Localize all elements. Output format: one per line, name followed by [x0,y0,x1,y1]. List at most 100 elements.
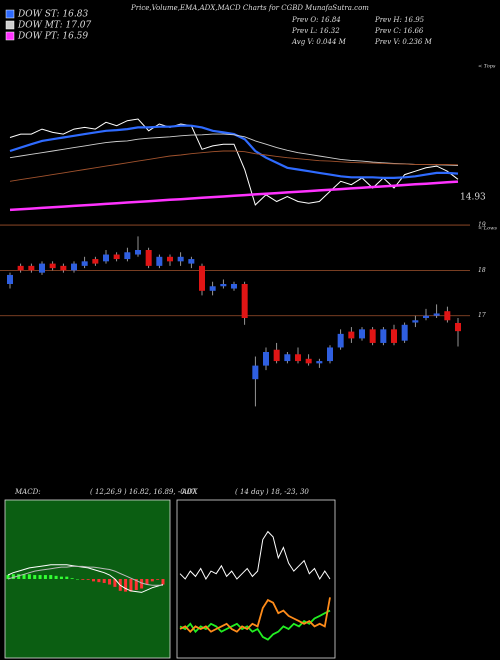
candle-body [113,254,120,260]
candle-body [135,250,141,255]
candle-body [81,261,88,266]
histogram-bar [92,579,96,582]
chart-title: Price,Volume,EMA,ADX,MACD Charts for CGB… [130,4,369,12]
candle-body [92,259,99,264]
y-tick-label: 18 [478,267,486,274]
adx-line [179,609,331,641]
candle-body [295,354,301,362]
histogram-bar [129,579,133,592]
histogram-bar [86,579,90,580]
candle-body [305,358,312,364]
prev-stat: Prev C: 16.66 [374,27,424,35]
prev-stat: Prev L: 16.32 [291,27,340,35]
candle-body [199,265,205,291]
candle-body [316,361,323,364]
histogram-bar [97,579,101,583]
candle-body [241,284,248,318]
candle-body [49,263,56,269]
candle-body [167,256,173,262]
prev-stat: Avg V: 0.044 M [291,38,347,46]
histogram-bar [150,579,154,582]
candle-body [273,349,280,362]
candle-body [28,265,35,271]
histogram-bar [49,575,53,579]
legend-swatch [5,9,15,19]
histogram-bar [38,575,42,579]
candle-body [359,329,365,339]
candle-body [17,265,24,271]
candle-body [433,313,440,316]
legend-label: DOW PT: 16.59 [17,32,88,42]
macd-line [7,564,164,593]
histogram-bar [102,579,106,583]
candle-body [391,329,397,343]
legend-label: DOW MT: 17.07 [17,21,92,31]
histogram-bar [75,579,79,580]
candle-body [220,284,227,287]
macd-title: MACD: [14,488,41,496]
candle-body [401,324,408,341]
histogram-bar [145,579,149,585]
prev-stat: Prev V: 0.236 M [374,38,433,46]
histogram-bar [11,574,15,579]
histogram-bar [22,574,26,579]
candle-body [348,331,355,339]
histogram-bar [65,576,69,579]
legend-label: DOW ST: 16.83 [17,10,88,20]
histogram-bar [43,575,47,579]
macd-subtitle: ( 12,26,9 ) 16.82, 16.89, -0.07 [90,488,196,496]
histogram-bar [59,576,63,579]
candle-body [412,320,419,323]
ema-line [9,124,459,179]
adx-subtitle: ( 14 day ) 18, -23, 30 [235,488,309,496]
y-tick-label: 17 [478,312,486,319]
adx-frame [176,499,336,659]
prev-stat: Prev O: 16.84 [291,16,341,24]
histogram-bar [27,574,31,579]
candle-body [188,259,195,264]
y-tick-label: 19 [478,222,486,229]
histogram-bar [156,579,160,580]
candle-body [145,250,152,266]
histogram-bar [70,578,74,579]
candle-body [369,329,376,343]
macd-line [7,565,163,586]
candle-body [7,274,13,284]
candle-body [455,322,461,332]
histogram-bar [161,579,165,585]
candle-body [423,315,429,318]
adx-line [179,530,331,581]
prev-stat: Prev H: 16.95 [374,16,425,24]
histogram-bar [81,579,85,580]
candle-body [337,333,344,348]
candle-body [231,284,237,289]
histogram-bar [6,575,10,579]
candle-body [327,347,333,362]
adx-line [179,597,331,633]
candle-body [380,329,387,343]
candle-body [124,252,131,260]
annotation: 14.93 [460,193,486,203]
ema-line [9,133,459,166]
annotation: < Tops [478,64,496,70]
histogram-bar [33,575,37,579]
histogram-bar [113,579,117,587]
histogram-bar [54,575,58,579]
candle-body [71,263,77,271]
adx-title: ADX [181,488,199,496]
candle-body [209,286,216,291]
histogram-bar [124,579,128,592]
candle-body [252,365,259,380]
candle-body [263,352,269,366]
histogram-bar [17,574,21,579]
histogram-bar [140,579,144,589]
histogram-bar [134,579,138,591]
ema-line [9,180,459,212]
candle-body [284,354,291,362]
legend-swatch [5,31,15,41]
candle-body [177,256,184,262]
candle-body [60,265,67,271]
candle-body [444,311,451,321]
legend-swatch [5,20,15,30]
